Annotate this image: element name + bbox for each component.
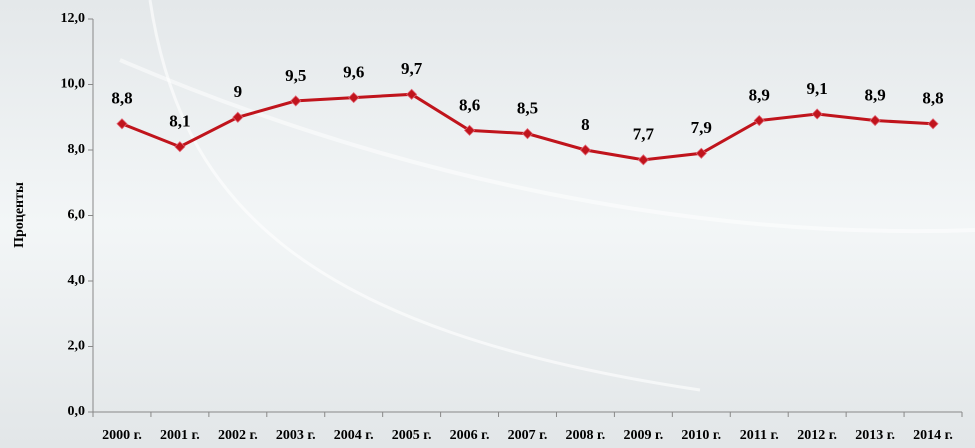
y-axis-title: Проценты [12, 182, 27, 248]
marker [521, 128, 534, 140]
data-label: 8,9 [864, 85, 885, 104]
marker [174, 141, 186, 153]
y-tick-label: 6,0 [68, 208, 86, 223]
y-tick-label: 12,0 [61, 11, 86, 26]
marker [753, 114, 765, 127]
data-label: 8,9 [749, 85, 770, 104]
y-tick-label: 4,0 [68, 273, 86, 288]
data-label: 9,5 [285, 66, 306, 85]
x-tick-label: 2011 г. [740, 428, 779, 443]
x-tick-label: 2000 г. [102, 428, 142, 443]
x-tick-label: 2006 г. [450, 428, 490, 443]
x-tick-label: 2008 г. [566, 428, 606, 443]
x-tick-label: 2007 г. [508, 428, 548, 443]
marker [348, 92, 360, 104]
decor [119, 58, 975, 234]
y-tick-label: 0,0 [68, 404, 86, 419]
data-label: 8,5 [517, 99, 538, 118]
y-tick-label: 10,0 [61, 77, 86, 92]
y-tick-label: 2,0 [68, 339, 86, 354]
marker [811, 108, 823, 120]
data-label: 8,8 [111, 89, 132, 108]
marker [232, 111, 244, 123]
data-label: 8,1 [169, 112, 190, 131]
data-label: 7,9 [691, 118, 712, 137]
data-label: 8,6 [459, 95, 480, 114]
marker [406, 88, 418, 100]
marker [869, 114, 881, 127]
data-label: 8 [581, 115, 590, 134]
x-tick-label: 2002 г. [218, 428, 258, 443]
x-tick-label: 2003 г. [276, 428, 316, 443]
x-tick-label: 2010 г. [681, 428, 721, 443]
x-tick-label: 2005 г. [392, 428, 432, 443]
data-label: 9 [234, 82, 243, 101]
x-tick-label: 2004 г. [334, 428, 374, 443]
data-label: 9,7 [401, 59, 423, 78]
marker [116, 118, 128, 130]
marker [464, 124, 476, 136]
y-tick-label: 8,0 [68, 142, 86, 157]
marker [290, 95, 302, 107]
data-label: 7,7 [633, 125, 655, 144]
marker [637, 154, 649, 166]
x-tick-label: 2013 г. [855, 428, 895, 443]
x-tick-label: 2009 г. [623, 428, 663, 443]
x-tick-label: 2001 г. [160, 428, 200, 443]
x-tick-label: 2014 г. [913, 428, 953, 443]
marker [695, 147, 707, 159]
data-label: 8,8 [922, 89, 943, 108]
marker [579, 144, 591, 156]
data-label: 9,6 [343, 63, 364, 82]
x-tick-label: 2012 г. [797, 428, 837, 443]
marker [927, 118, 939, 130]
data-label: 9,1 [807, 79, 828, 98]
